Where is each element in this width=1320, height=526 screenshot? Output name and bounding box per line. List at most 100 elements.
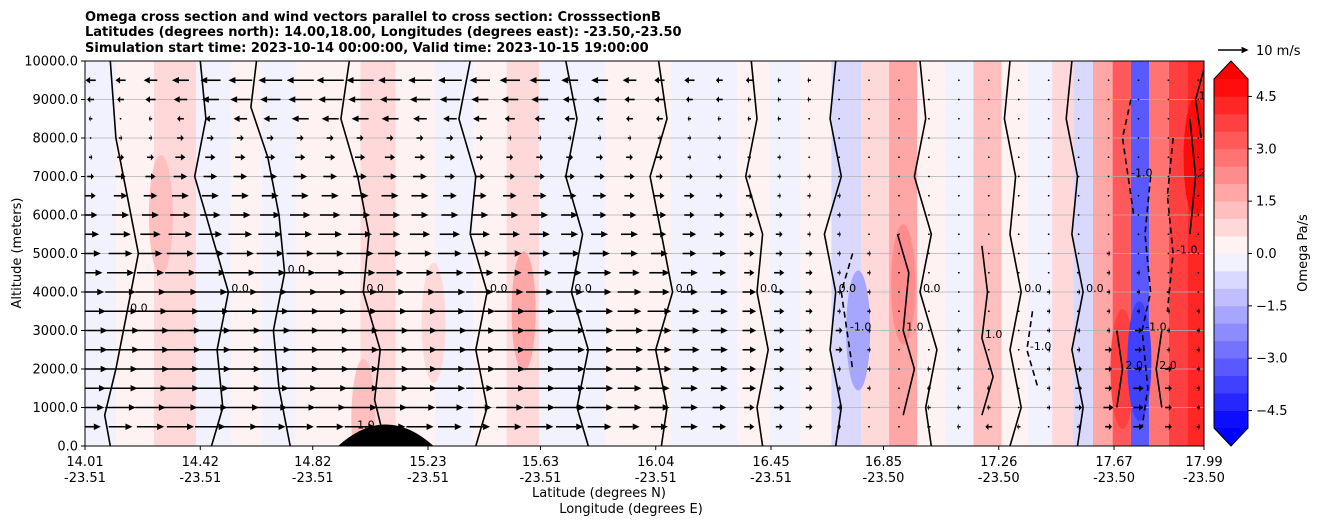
wind-vector-head bbox=[600, 173, 605, 180]
wind-vector bbox=[587, 288, 612, 296]
wind-vector-head bbox=[839, 365, 841, 373]
wind-vector bbox=[464, 346, 496, 353]
wind-vector bbox=[774, 385, 785, 392]
wind-vector bbox=[684, 77, 695, 84]
wind-vector-head bbox=[486, 385, 494, 392]
wind-vector bbox=[898, 291, 900, 293]
wind-vector bbox=[469, 423, 491, 430]
wind-vector-head bbox=[1108, 385, 1112, 392]
wind-vector-head bbox=[291, 115, 299, 122]
wind-vector bbox=[742, 346, 757, 353]
wind-vector-head bbox=[429, 385, 437, 392]
wind-vector-head bbox=[483, 231, 491, 238]
wind-vector-head bbox=[809, 269, 813, 276]
wind-vector bbox=[256, 250, 284, 257]
wind-vector bbox=[524, 327, 556, 334]
wind-vector-head bbox=[660, 250, 668, 257]
wind-vector-head bbox=[749, 173, 751, 180]
wind-vector bbox=[928, 271, 930, 274]
wind-vector bbox=[624, 173, 635, 180]
wind-vector bbox=[838, 175, 841, 178]
colorbar-tick-label: 4.5 bbox=[1256, 90, 1277, 105]
wind-vector-head bbox=[636, 365, 644, 373]
wind-vector bbox=[1165, 365, 1172, 373]
wind-vector bbox=[1107, 214, 1110, 216]
wind-vector-head bbox=[692, 327, 700, 334]
wind-vector bbox=[744, 423, 755, 430]
wind-vector bbox=[409, 96, 431, 103]
wind-vector bbox=[223, 423, 258, 430]
wind-vector-head bbox=[540, 192, 547, 199]
wind-vector bbox=[807, 96, 811, 103]
wind-vector bbox=[502, 192, 517, 199]
contour-label: 1.0 bbox=[985, 328, 1003, 341]
wind-vector bbox=[747, 154, 751, 161]
wind-vector-head bbox=[720, 385, 728, 392]
wind-vector bbox=[325, 154, 336, 161]
wind-vector-head bbox=[720, 288, 728, 296]
wind-vector-head bbox=[331, 192, 339, 199]
wind-vector bbox=[928, 117, 930, 120]
wind-vector-head bbox=[629, 134, 632, 142]
wind-vector-head bbox=[301, 192, 309, 199]
wind-vector bbox=[1166, 327, 1171, 334]
wind-vector bbox=[747, 115, 751, 122]
wind-vector-head bbox=[957, 346, 959, 353]
wind-vector-head bbox=[271, 192, 279, 199]
wind-vector-head bbox=[690, 250, 697, 257]
wind-vector bbox=[142, 211, 160, 219]
wind-vector bbox=[469, 77, 491, 84]
wind-vector-head bbox=[151, 192, 158, 199]
wind-vector bbox=[85, 231, 100, 238]
wind-vector-head bbox=[689, 134, 692, 142]
wind-vector bbox=[957, 310, 960, 313]
wind-vector-head bbox=[869, 269, 871, 276]
wind-vector bbox=[1135, 346, 1142, 353]
wind-vector-head bbox=[927, 423, 929, 430]
wind-vector-head bbox=[687, 115, 690, 122]
wind-vector-head bbox=[749, 231, 755, 238]
wind-vector bbox=[444, 173, 455, 180]
wind-vector bbox=[1137, 175, 1140, 178]
wind-vector-head bbox=[379, 96, 387, 103]
x-tick-label-lon: -23.51 bbox=[520, 471, 562, 486]
wind-vector bbox=[177, 134, 184, 142]
x-tick-label-lon: -23.51 bbox=[635, 471, 677, 486]
wind-vector bbox=[747, 96, 751, 103]
wind-vector bbox=[656, 173, 663, 180]
wind-vector bbox=[436, 404, 464, 411]
wind-vector bbox=[928, 156, 930, 159]
wind-vector-head bbox=[577, 385, 585, 392]
wind-vector-head bbox=[390, 173, 397, 180]
wind-vector-head bbox=[599, 154, 603, 161]
wind-vector-head bbox=[308, 269, 316, 276]
wind-vector bbox=[200, 77, 221, 84]
wind-vector-head bbox=[469, 77, 477, 84]
wind-vector-head bbox=[777, 96, 780, 103]
wind-vector-head bbox=[210, 154, 216, 161]
wind-vector-head bbox=[1078, 404, 1083, 411]
wind-vector bbox=[742, 308, 757, 315]
wind-vector-head bbox=[280, 404, 288, 411]
wind-vector bbox=[710, 385, 728, 392]
wind-vector bbox=[777, 77, 781, 84]
wind-vector bbox=[205, 115, 216, 122]
wind-vector bbox=[165, 269, 196, 276]
wind-vector bbox=[529, 77, 550, 84]
wind-vector bbox=[987, 252, 990, 255]
wind-vector-head bbox=[188, 269, 196, 276]
wind-vector-head bbox=[381, 115, 389, 122]
wind-vector bbox=[1107, 98, 1110, 101]
wind-vector bbox=[439, 96, 461, 103]
wind-vector bbox=[443, 115, 457, 122]
contour-label: 0.0 bbox=[676, 282, 694, 295]
wind-vector-head bbox=[128, 404, 136, 411]
quiver-key-arrow bbox=[1218, 46, 1249, 54]
wind-vector-head bbox=[720, 346, 728, 353]
wind-vector bbox=[321, 115, 339, 122]
wind-vector bbox=[117, 96, 124, 103]
wind-vector bbox=[1136, 288, 1141, 296]
wind-vector bbox=[562, 192, 577, 199]
wind-vector bbox=[868, 117, 870, 120]
wind-vector bbox=[1107, 79, 1110, 82]
